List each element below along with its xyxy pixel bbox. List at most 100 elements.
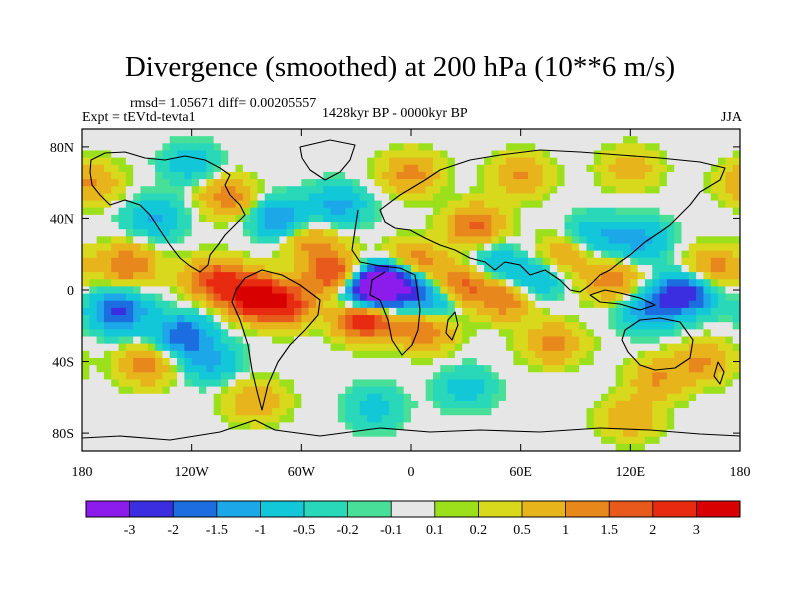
field-cell <box>681 415 690 423</box>
field-cell <box>323 129 332 137</box>
field-cell <box>374 400 383 409</box>
field-cell <box>359 372 368 381</box>
field-cell <box>710 222 719 230</box>
field-cell <box>681 293 690 302</box>
field-cell <box>432 343 441 352</box>
field-cell <box>352 336 361 345</box>
field-cell <box>213 171 222 180</box>
field-cell <box>389 229 397 237</box>
field-cell <box>155 143 164 152</box>
field-cell <box>411 429 419 438</box>
field-cell <box>257 329 266 338</box>
field-cell <box>403 379 412 388</box>
field-cell <box>257 408 266 416</box>
field-cell <box>688 315 697 323</box>
field-cell <box>177 250 185 259</box>
field-cell <box>564 350 573 359</box>
field-cell <box>308 243 317 252</box>
field-cell <box>484 350 493 359</box>
field-cell <box>681 200 690 209</box>
field-cell <box>286 365 295 373</box>
field-cell <box>228 236 237 245</box>
field-cell <box>652 415 661 423</box>
field-cell <box>593 222 602 230</box>
field-cell <box>520 193 529 202</box>
field-cell <box>111 279 120 288</box>
field-cell <box>418 336 427 345</box>
field-cell <box>440 243 449 252</box>
field-cell <box>564 372 573 381</box>
field-cell <box>732 422 740 431</box>
field-cell <box>688 264 697 273</box>
field-cell <box>564 229 573 237</box>
field-cell <box>652 236 661 245</box>
field-cell <box>630 193 639 202</box>
field-cell <box>191 408 200 416</box>
field-cell <box>250 422 259 431</box>
field-cell <box>586 250 595 259</box>
field-cell <box>498 179 507 187</box>
field-cell <box>666 207 675 216</box>
field-cell <box>264 315 273 323</box>
field-cell <box>681 443 690 451</box>
field-cell <box>308 357 317 366</box>
field-cell <box>637 207 646 216</box>
field-cell <box>177 157 185 166</box>
field-cell <box>725 372 734 381</box>
field-cell <box>549 329 558 338</box>
field-cell <box>206 436 215 445</box>
field-cell <box>103 129 112 137</box>
field-cell <box>593 236 602 245</box>
field-cell <box>337 436 346 445</box>
field-cell <box>308 250 317 259</box>
field-cell <box>111 272 120 280</box>
field-cell <box>725 336 734 345</box>
field-cell <box>103 200 112 209</box>
field-cell <box>681 207 690 216</box>
field-cell <box>286 415 295 423</box>
field-cell <box>579 336 588 345</box>
field-cell <box>484 257 493 266</box>
field-cell <box>133 343 142 352</box>
field-cell <box>703 293 712 302</box>
field-cell <box>235 343 244 352</box>
field-cell <box>177 257 185 266</box>
field-cell <box>82 315 90 323</box>
field-cell <box>220 250 229 259</box>
field-cell <box>272 357 280 366</box>
field-cell <box>330 300 339 309</box>
field-cell <box>542 164 551 173</box>
field-cell <box>162 279 171 288</box>
field-cell <box>89 336 98 345</box>
field-cell <box>681 350 690 359</box>
field-cell <box>674 365 683 373</box>
field-cell <box>476 193 485 202</box>
field-cell <box>330 164 339 173</box>
field-cell <box>535 400 544 409</box>
field-cell <box>703 357 712 366</box>
field-cell <box>630 322 639 330</box>
field-cell <box>601 243 609 252</box>
field-cell <box>498 193 507 202</box>
field-cell <box>732 436 740 445</box>
field-cell <box>103 408 112 416</box>
field-cell <box>359 365 368 373</box>
field-cell <box>198 307 207 316</box>
field-cell <box>125 300 134 309</box>
field-cell <box>432 164 441 173</box>
field-cell <box>133 350 142 359</box>
field-cell <box>630 229 639 237</box>
field-cell <box>557 300 566 309</box>
field-cell <box>294 264 302 273</box>
field-cell <box>242 393 251 402</box>
x-tick-label: 0 <box>408 465 415 480</box>
field-cell <box>308 372 317 381</box>
field-cell <box>681 329 690 338</box>
field-cell <box>381 186 390 194</box>
field-cell <box>301 236 310 245</box>
field-cell <box>535 243 544 252</box>
field-cell <box>191 214 200 223</box>
field-cell <box>286 272 295 280</box>
field-cell <box>169 393 178 402</box>
field-cell <box>301 408 310 416</box>
